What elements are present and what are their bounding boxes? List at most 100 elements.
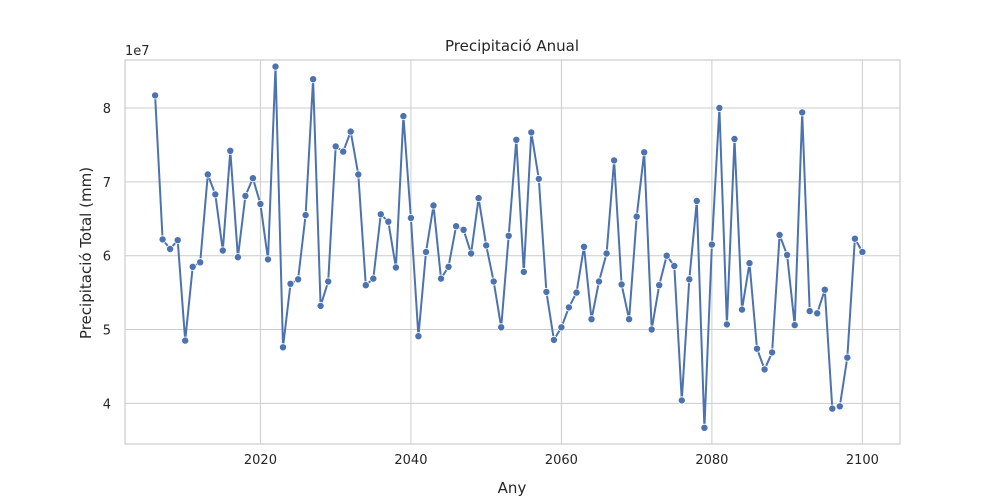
data-point [256, 199, 265, 208]
data-point [647, 325, 656, 334]
chart-title: Precipitació Anual [445, 37, 579, 55]
data-point [835, 402, 844, 411]
data-point [700, 423, 709, 432]
y-tick-label: 4 [103, 397, 111, 412]
data-point [504, 231, 513, 240]
data-point [527, 128, 536, 137]
data-point [843, 353, 852, 362]
data-point [452, 222, 461, 231]
data-point [346, 127, 355, 136]
data-point [730, 134, 739, 143]
data-point [384, 217, 393, 226]
data-point [406, 213, 415, 222]
data-point [301, 211, 310, 220]
data-point [166, 244, 175, 253]
data-point [625, 315, 634, 324]
data-point [745, 259, 754, 268]
data-point [482, 241, 491, 250]
data-point [542, 287, 551, 296]
data-point [436, 274, 445, 283]
data-point [549, 335, 558, 344]
data-point [858, 247, 867, 256]
data-point [497, 323, 506, 332]
data-point [489, 277, 498, 286]
plot-frame [124, 59, 901, 445]
data-point [369, 274, 378, 283]
data-point [557, 323, 566, 332]
y-axis-offset-label: 1e7 [125, 44, 150, 59]
data-point [399, 112, 408, 121]
x-tick-label: 2020 [244, 453, 277, 468]
data-point [151, 91, 160, 100]
data-point [391, 263, 400, 272]
data-point [233, 253, 242, 262]
data-point [580, 242, 589, 251]
data-point [715, 104, 724, 113]
data-point [587, 315, 596, 324]
data-point [309, 75, 318, 84]
data-point [241, 191, 250, 200]
data-point [572, 288, 581, 297]
data-point [662, 251, 671, 260]
data-point [850, 234, 859, 243]
data-point [677, 396, 686, 405]
series-markers [151, 62, 867, 432]
data-point [248, 174, 257, 183]
data-point [519, 267, 528, 276]
y-tick-label: 8 [103, 102, 111, 117]
data-point [361, 281, 370, 290]
data-point [692, 196, 701, 205]
data-point [722, 320, 731, 329]
data-point [271, 62, 280, 71]
data-point [798, 108, 807, 117]
x-tick-label: 2100 [846, 453, 879, 468]
data-point [564, 303, 573, 312]
data-point [820, 285, 829, 294]
data-point [534, 174, 543, 183]
data-point [324, 277, 333, 286]
y-tick-label: 5 [103, 324, 111, 339]
x-axis-label: Any [498, 479, 527, 497]
data-point [188, 262, 197, 271]
data-point [421, 247, 430, 256]
data-point [158, 235, 167, 244]
data-point [512, 135, 521, 144]
x-tick-label: 2080 [695, 453, 728, 468]
data-point [707, 240, 716, 249]
data-point [263, 255, 272, 264]
x-tick-label: 2040 [394, 453, 427, 468]
data-point [828, 404, 837, 413]
data-point [790, 321, 799, 330]
data-point [459, 225, 468, 234]
y-tick-label: 7 [103, 176, 111, 191]
data-point [429, 201, 438, 210]
data-point [181, 336, 190, 345]
data-point [278, 343, 287, 352]
data-point [316, 301, 325, 310]
data-point [211, 190, 220, 199]
data-point [218, 246, 227, 255]
data-point [760, 365, 769, 374]
data-point [331, 142, 340, 151]
data-point [775, 230, 784, 239]
data-point [294, 275, 303, 284]
data-point [339, 147, 348, 156]
data-point [286, 279, 295, 288]
data-point [173, 236, 182, 245]
series-line [154, 66, 864, 428]
data-point [226, 146, 235, 155]
data-point [474, 194, 483, 203]
grid-lines [125, 60, 900, 444]
data-point [617, 280, 626, 289]
data-point [685, 275, 694, 284]
y-axis-ticks: 4 5 6 7 8 [103, 102, 111, 412]
x-tick-label: 2060 [545, 453, 578, 468]
data-point [753, 344, 762, 353]
data-point [768, 348, 777, 357]
data-point [602, 249, 611, 258]
x-axis-ticks: 2020 2040 2060 2080 2100 [244, 453, 879, 468]
data-point [203, 170, 212, 179]
data-point [354, 170, 363, 179]
